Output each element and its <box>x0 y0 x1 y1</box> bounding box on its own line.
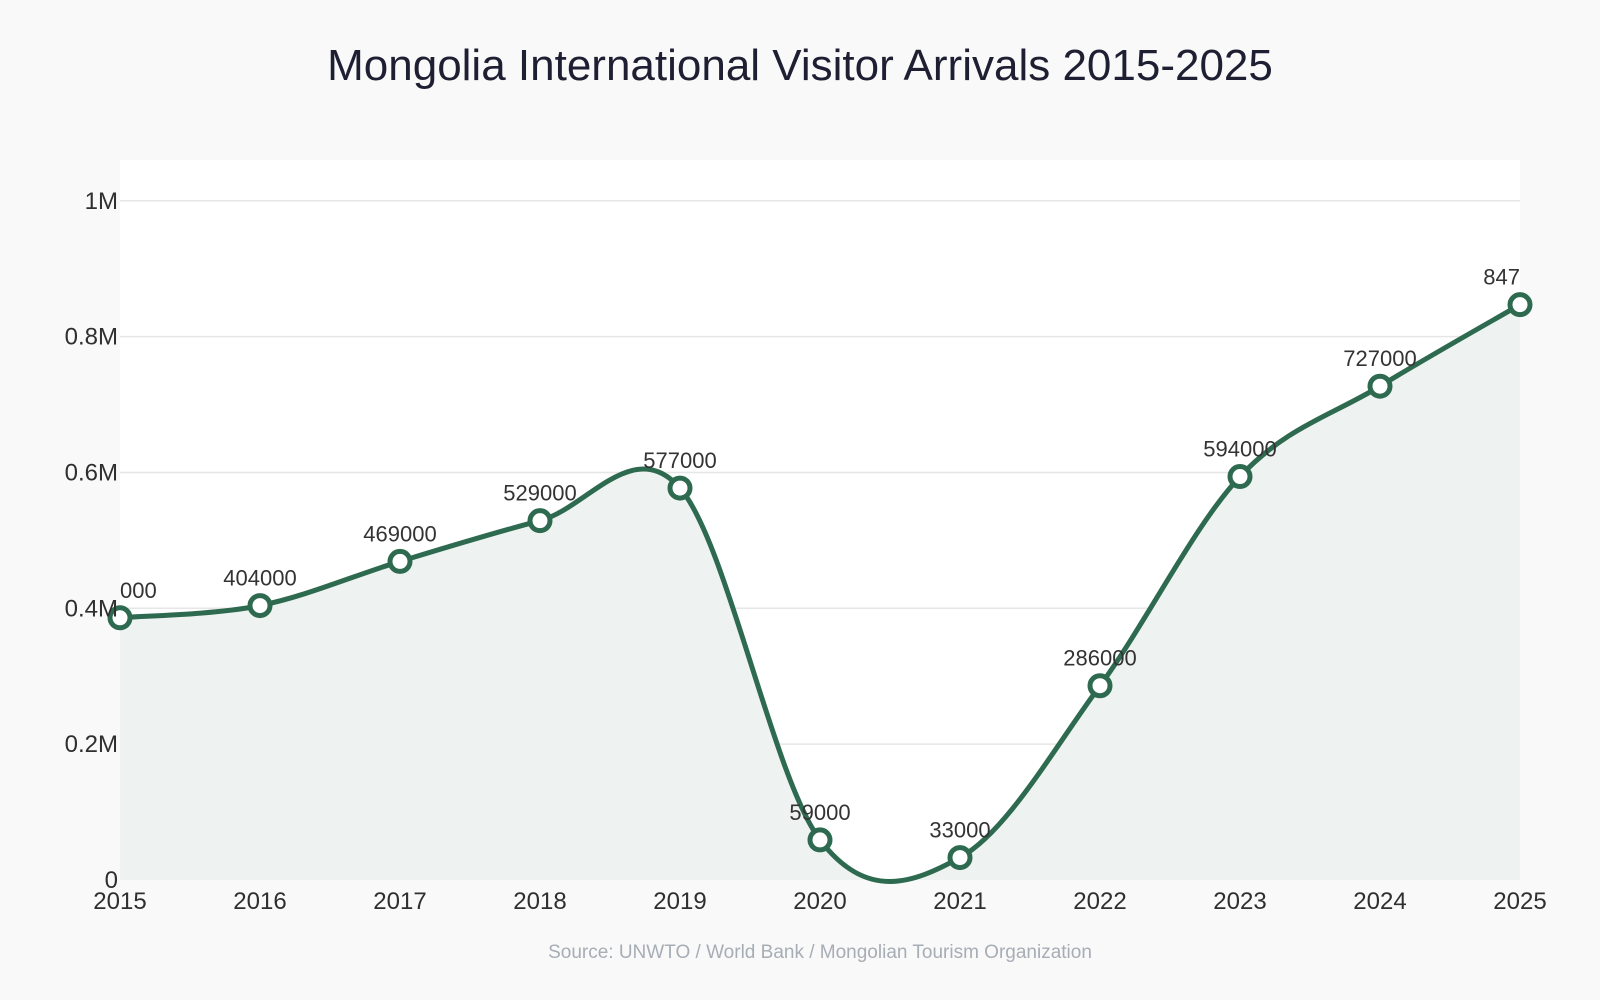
data-point <box>107 605 133 631</box>
x-tick-label: 2016 <box>233 888 286 915</box>
data-point <box>667 475 693 501</box>
y-tick-label: 0.2M <box>65 731 118 758</box>
chart-title: Mongolia International Visitor Arrivals … <box>327 41 1273 90</box>
area-fill <box>120 304 1520 880</box>
data-label: 529000 <box>503 481 576 506</box>
x-tick-label: 2024 <box>1353 888 1406 915</box>
data-label: 847000 <box>1483 265 1556 290</box>
x-tick-label: 2015 <box>93 888 146 915</box>
y-tick-label: 0.6M <box>65 459 118 486</box>
x-tick-label: 2018 <box>513 888 566 915</box>
y-axis-ticks: 0 0.2M 0.4M 0.6M 0.8M 1M <box>65 188 118 894</box>
x-tick-label: 2017 <box>373 888 426 915</box>
data-label: 386000 <box>83 578 156 603</box>
series-area <box>120 304 1520 880</box>
x-axis-ticks: 2015 2016 2017 2018 2019 2020 2021 2022 2023 2024… <box>93 888 1546 915</box>
data-label: 727000 <box>1343 346 1416 371</box>
data-point <box>247 593 273 619</box>
x-tick-label: 2019 <box>653 888 706 915</box>
data-point <box>1227 464 1253 490</box>
source-note: Source: UNWTO / World Bank / Mongolian T… <box>548 942 1092 963</box>
data-label: 594000 <box>1203 437 1276 462</box>
x-tick-label: 2021 <box>933 888 986 915</box>
data-point <box>387 548 413 574</box>
data-label: 469000 <box>363 521 436 546</box>
data-point <box>1507 292 1533 318</box>
x-tick-label: 2023 <box>1213 888 1266 915</box>
y-tick-label: 0.8M <box>65 324 118 351</box>
data-points <box>107 292 1533 871</box>
data-point <box>527 508 553 534</box>
x-tick-label: 2022 <box>1073 888 1126 915</box>
data-labels: 386000 404000 469000 529000 577000 59000 33000… <box>83 265 1556 843</box>
data-label: 59000 <box>789 800 850 825</box>
data-point <box>807 827 833 853</box>
data-point <box>947 845 973 871</box>
y-tick-label: 0 <box>105 867 118 894</box>
y-tick-label: 0.4M <box>65 595 118 622</box>
x-tick-label: 2020 <box>793 888 846 915</box>
x-tick-label: 2025 <box>1493 888 1546 915</box>
data-label: 286000 <box>1063 646 1136 671</box>
data-point <box>1367 373 1393 399</box>
data-point <box>1087 673 1113 699</box>
data-label: 404000 <box>223 566 296 591</box>
data-label: 577000 <box>643 448 716 473</box>
y-tick-label: 1M <box>85 188 118 215</box>
data-label: 33000 <box>929 818 990 843</box>
